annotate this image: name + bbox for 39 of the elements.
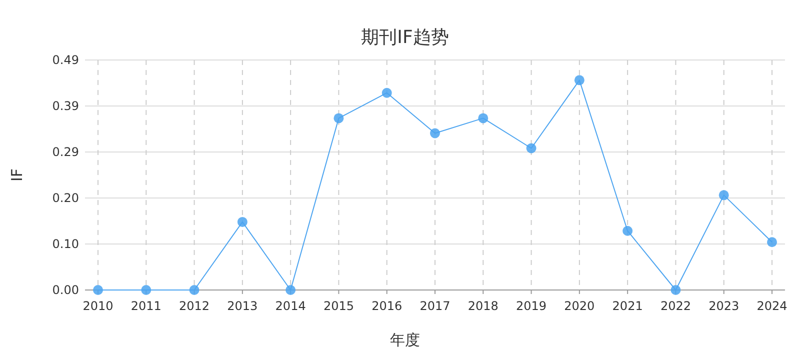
x-tick-label: 2018 [468,299,498,313]
y-tick-label: 0.10 [52,237,79,251]
point [93,285,103,295]
x-tick-label: 2024 [756,299,788,313]
y-tick-label: 0.20 [52,191,79,205]
x-tick-label: 2015 [323,299,354,313]
point [334,113,344,124]
x-tick-label: 2013 [227,299,258,313]
x-tick-label: 2021 [612,299,643,313]
y-tick-label: 0.29 [52,145,79,159]
point [382,88,392,98]
point [141,285,152,295]
point [622,226,633,236]
point [286,285,296,295]
x-axis-title: 年度 [390,331,420,349]
point [767,237,777,248]
y-tick-label: 0.00 [52,283,79,297]
x-tick-label: 2010 [82,299,114,313]
point [478,113,488,124]
y-axis-title: IF [8,168,26,182]
point [670,285,681,295]
y-tick-label: 0.39 [52,99,79,113]
point [237,216,248,227]
x-tick-label: 2023 [708,299,740,313]
point [189,285,200,295]
point [526,143,536,154]
x-tick-label: 2017 [420,299,450,313]
chart-title: 期刊IF趋势 [361,27,449,48]
x-tick-label: 2019 [516,299,547,313]
x-tick-label: 2022 [660,299,691,313]
x-tick-label: 2014 [275,299,306,313]
point [574,75,584,86]
y-tick-label: 0.49 [52,53,79,67]
point [430,128,440,138]
x-tick-label: 2016 [372,299,402,313]
x-tick-label: 2020 [564,299,595,313]
x-tick-label: 2011 [130,299,162,313]
x-tick-label: 2012 [179,299,210,313]
point [718,190,729,200]
